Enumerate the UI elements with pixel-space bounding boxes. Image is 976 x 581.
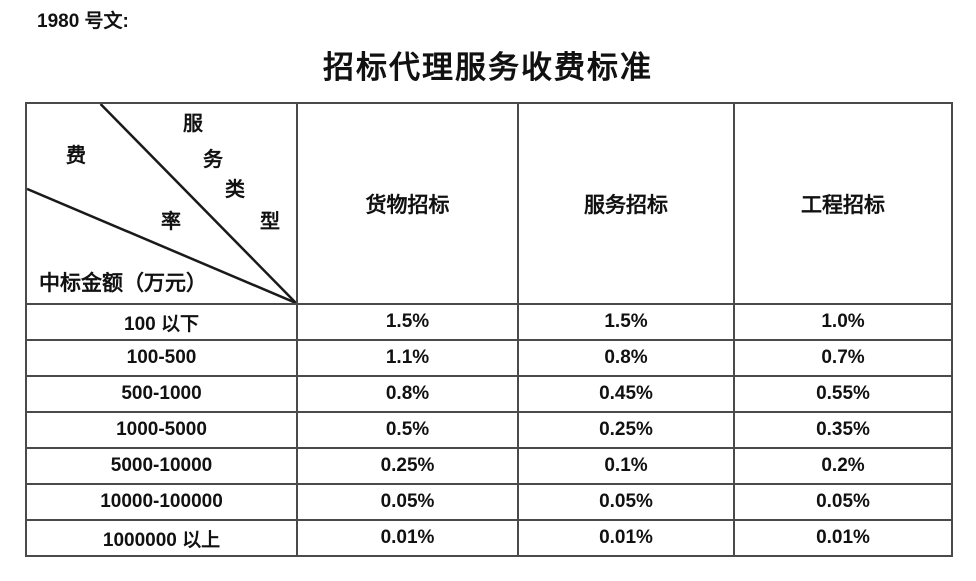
rate-cell: 0.05% xyxy=(733,483,953,521)
rate-cell: 0.01% xyxy=(296,519,519,557)
amount-range-cell: 1000-5000 xyxy=(25,411,298,449)
corner-fee-rate-char: 率 xyxy=(161,211,181,233)
rate-cell: 1.5% xyxy=(296,303,519,341)
rate-cell: 1.5% xyxy=(517,303,735,341)
rate-cell: 0.7% xyxy=(733,339,953,377)
rate-cell: 0.35% xyxy=(733,411,953,449)
rate-cell: 0.25% xyxy=(517,411,735,449)
rate-cell: 0.45% xyxy=(517,375,735,413)
table-header-row: 服 务 类 型 费 率 中标金额（万元） 货物招标 服务招标 工程招标 xyxy=(25,102,953,305)
rate-cell: 0.8% xyxy=(517,339,735,377)
corner-service-type-char: 务 xyxy=(203,149,223,171)
amount-range-cell: 5000-10000 xyxy=(25,447,298,485)
corner-service-type-char: 服 xyxy=(183,113,203,135)
rate-cell: 0.05% xyxy=(296,483,519,521)
corner-fee-rate-char: 费 xyxy=(66,145,86,167)
corner-service-type-char: 型 xyxy=(260,211,280,233)
corner-service-type-char: 类 xyxy=(225,179,245,201)
fee-standard-table: 服 务 类 型 费 率 中标金额（万元） 货物招标 服务招标 工程招标 100 … xyxy=(25,102,953,557)
table-row: 100 以下 1.5% 1.5% 1.0% xyxy=(25,303,953,341)
rate-cell: 0.2% xyxy=(733,447,953,485)
table-row: 500-1000 0.8% 0.45% 0.55% xyxy=(25,375,953,413)
rate-cell: 0.01% xyxy=(517,519,735,557)
amount-range-cell: 1000000 以上 xyxy=(25,519,298,557)
column-header-project-bidding: 工程招标 xyxy=(733,102,953,305)
amount-range-cell: 100 以下 xyxy=(25,303,298,341)
table-row: 10000-100000 0.05% 0.05% 0.05% xyxy=(25,483,953,521)
column-header-service-bidding: 服务招标 xyxy=(517,102,735,305)
rate-cell: 0.55% xyxy=(733,375,953,413)
table-row: 100-500 1.1% 0.8% 0.7% xyxy=(25,339,953,377)
diagonal-divider-lines xyxy=(27,104,296,303)
rate-cell: 0.1% xyxy=(517,447,735,485)
column-header-goods-bidding: 货物招标 xyxy=(296,102,519,305)
amount-range-cell: 10000-100000 xyxy=(25,483,298,521)
rate-cell: 1.1% xyxy=(296,339,519,377)
table-row: 1000000 以上 0.01% 0.01% 0.01% xyxy=(25,519,953,557)
amount-range-cell: 100-500 xyxy=(25,339,298,377)
rate-cell: 0.5% xyxy=(296,411,519,449)
table-corner-header: 服 务 类 型 费 率 中标金额（万元） xyxy=(25,102,298,305)
rate-cell: 0.01% xyxy=(733,519,953,557)
rate-cell: 1.0% xyxy=(733,303,953,341)
table-row: 5000-10000 0.25% 0.1% 0.2% xyxy=(25,447,953,485)
rate-cell: 0.05% xyxy=(517,483,735,521)
corner-amount-label: 中标金额（万元） xyxy=(39,271,207,295)
rate-cell: 0.8% xyxy=(296,375,519,413)
amount-range-cell: 500-1000 xyxy=(25,375,298,413)
table-row: 1000-5000 0.5% 0.25% 0.35% xyxy=(25,411,953,449)
rate-cell: 0.25% xyxy=(296,447,519,485)
page-title: 招标代理服务收费标准 xyxy=(323,50,653,85)
doc-number-label: 1980 号文: xyxy=(37,11,129,32)
